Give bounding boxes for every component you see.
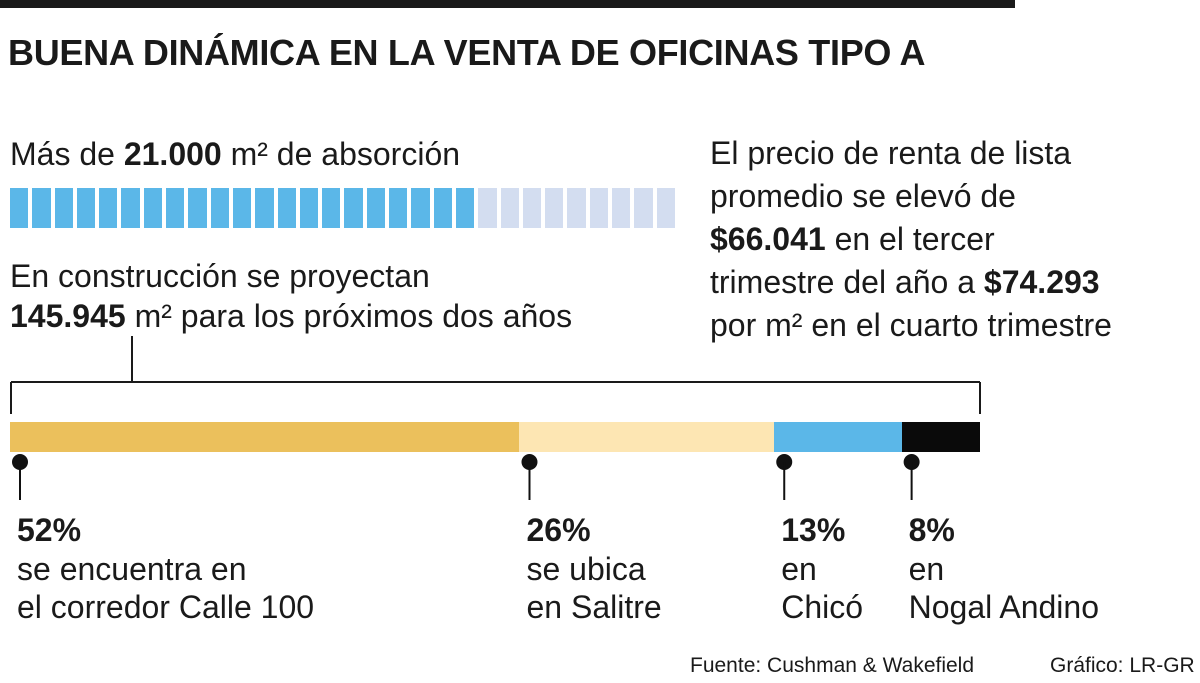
price-line5: por m² en el cuarto trimestre [710, 307, 1112, 343]
meter-block-filled [32, 188, 51, 228]
segment-desc-line1: en [908, 551, 945, 587]
segment-percent: 52% [17, 512, 82, 548]
meter-block-empty [589, 188, 609, 228]
meter-block-empty [500, 188, 519, 228]
bar-segment-2 [519, 422, 775, 452]
meter-block-filled [411, 188, 430, 228]
meter-block-filled [166, 188, 185, 228]
price-line2: promedio se elevó de [710, 178, 1016, 214]
absorption-suffix: m² de absorción [221, 136, 461, 172]
construction-text: En construcción se proyectan 145.945 m² … [10, 256, 572, 336]
segment-desc-line2: Chicó [781, 589, 864, 625]
meter-block-empty [567, 188, 586, 228]
absorption-value: 21.000 [123, 136, 222, 172]
source-note: Fuente: Cushman & Wakefield [690, 654, 975, 677]
construction-suffix: m² para los próximos dos años [125, 298, 573, 334]
meter-block-filled [232, 188, 252, 228]
price-line3-rest: en el tercer [825, 221, 995, 257]
construction-line1: En construcción se proyectan [10, 258, 430, 294]
meter-block-filled [277, 188, 296, 228]
meter-block-filled [10, 188, 29, 228]
price-line4: trimestre del año a $74.293 [710, 261, 1112, 304]
segment-label-4: 8% en Nogal Andino [909, 510, 1099, 626]
meter-block-filled [76, 188, 96, 228]
meter-block-filled [143, 188, 163, 228]
meter-block-filled [210, 188, 229, 228]
price-line4-start: trimestre del año a [710, 264, 984, 300]
segment-label-1: 52% se encuentra en el corredor Calle 100 [17, 510, 314, 626]
meter-block-filled [389, 188, 408, 228]
meter-block-filled [322, 188, 341, 228]
meter-block-empty [478, 188, 497, 228]
absorption-block-meter [10, 188, 675, 228]
price-line1: El precio de renta de lista [710, 135, 1072, 171]
absorption-prefix: Más de [10, 136, 124, 172]
meter-block-filled [54, 188, 73, 228]
top-rule [0, 0, 1015, 8]
price-text: El precio de renta de lista promedio se … [710, 132, 1112, 347]
meter-block-empty [522, 188, 542, 228]
segment-percent: 13% [781, 512, 846, 548]
segment-markers [12, 454, 920, 500]
segment-desc-line1: se encuentra en [17, 551, 247, 587]
price-line3: $66.041 en el tercer [710, 218, 1112, 261]
meter-block-filled [344, 188, 363, 228]
bar-segment-3 [774, 422, 902, 452]
meter-block-empty [612, 188, 631, 228]
segment-desc-line1: se ubica [526, 551, 646, 587]
meter-block-filled [188, 188, 207, 228]
price-value-q4: $74.293 [983, 264, 1100, 300]
segment-desc-line2: el corredor Calle 100 [17, 589, 315, 625]
meter-block-empty [545, 188, 564, 228]
segment-desc-line2: Nogal Andino [908, 589, 1099, 625]
construction-line2: 145.945 m² para los próximos dos años [10, 296, 572, 336]
meter-block-filled [299, 188, 319, 228]
segment-percent: 8% [908, 512, 955, 548]
meter-block-empty [656, 188, 675, 228]
meter-block-filled [255, 188, 274, 228]
stacked-bar [10, 422, 980, 452]
chart-title: BUENA DINÁMICA EN LA VENTA DE OFICINAS T… [8, 32, 926, 73]
absorption-text: Más de 21.000 m² de absorción [10, 134, 460, 174]
meter-block-filled [99, 188, 118, 228]
bar-segment-1 [10, 422, 520, 452]
meter-block-filled [433, 188, 452, 228]
price-value-q3: $66.041 [710, 221, 826, 257]
segment-label-2: 26% se ubica en Salitre [526, 510, 661, 626]
meter-block-filled [121, 188, 140, 228]
meter-block-filled [455, 188, 475, 228]
bar-segment-4 [901, 422, 980, 452]
segment-percent: 26% [526, 512, 591, 548]
meter-block-filled [366, 188, 386, 228]
segment-desc-line2: en Salitre [526, 589, 662, 625]
meter-block-empty [634, 188, 653, 228]
construction-value: 145.945 [10, 298, 126, 334]
segment-desc-line1: en [781, 551, 817, 587]
segment-label-3: 13% en Chicó [781, 510, 863, 626]
graphic-credit: Gráfico: LR-GR [1050, 654, 1195, 677]
